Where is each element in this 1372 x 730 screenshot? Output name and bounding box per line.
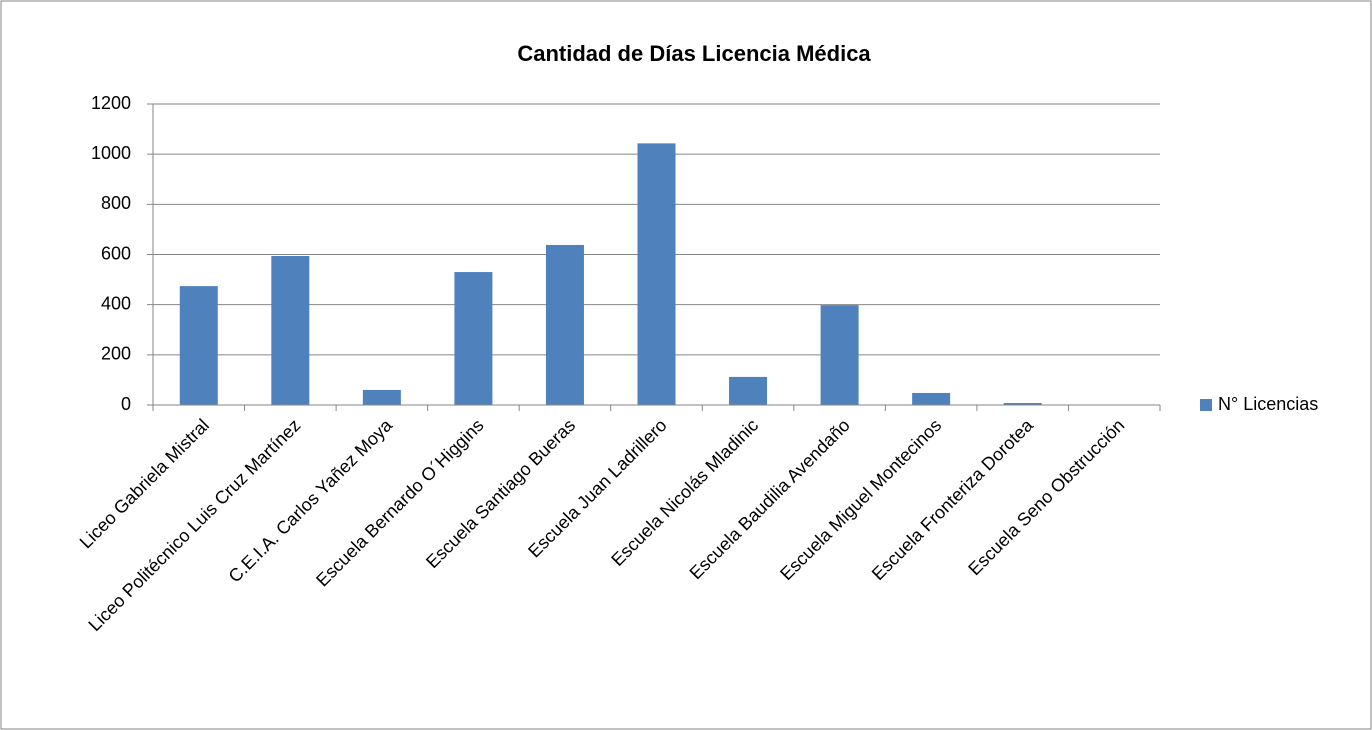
bar [729,376,768,405]
bar [1003,402,1042,405]
bar [637,143,676,405]
bar [454,272,493,405]
chart-title: Cantidad de Días Licencia Médica [517,41,871,66]
bar [271,256,310,405]
bar [545,244,584,405]
bar [362,389,401,405]
y-tick-label: 0 [121,394,131,414]
bar [912,392,951,405]
bar [179,286,218,405]
y-tick-label: 800 [101,193,131,213]
y-tick-label: 1000 [91,143,131,163]
y-tick-label: 600 [101,243,131,263]
y-tick-label: 1200 [91,93,131,113]
legend-swatch [1200,399,1212,411]
y-tick-label: 400 [101,293,131,313]
y-tick-label: 200 [101,344,131,364]
legend-label: N° Licencias [1218,394,1318,414]
bar [820,305,859,405]
